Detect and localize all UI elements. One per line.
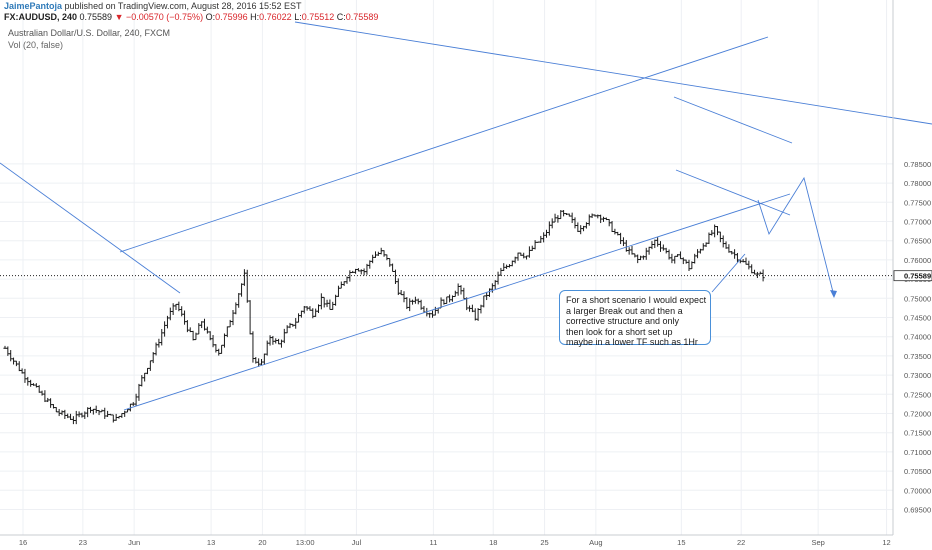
annotation-callout[interactable]: For a short scenario I would expect a la… <box>559 290 711 347</box>
publish-info: published on TradingView.com, August 28,… <box>64 1 302 11</box>
y-tick-label: 0.71500 <box>904 429 931 438</box>
x-tick-label: 22 <box>737 538 745 547</box>
y-tick-label: 0.73000 <box>904 371 931 380</box>
y-tick-label: 0.72000 <box>904 410 931 419</box>
x-tick-label: Jun <box>128 538 140 547</box>
high-value: 0.76022 <box>259 12 292 22</box>
chart-grid <box>0 0 893 535</box>
y-tick-label: 0.73500 <box>904 352 931 361</box>
y-tick-label: 0.69500 <box>904 506 931 515</box>
arrow-head-icon <box>830 290 837 298</box>
y-tick-label: 0.78000 <box>904 179 931 188</box>
y-tick-label: 0.77500 <box>904 198 931 207</box>
x-tick-label: 25 <box>540 538 548 547</box>
y-tick-label: 0.78500 <box>904 160 931 169</box>
annotation-line: then look for a short set up <box>566 326 673 337</box>
ohlc-legend: FX:AUDUSD, 240 0.75589 ▼ −0.00570 (−0.75… <box>4 12 378 23</box>
left-descending-line <box>0 162 181 294</box>
trendline-drawings <box>0 21 932 411</box>
volume-indicator-label[interactable]: Vol (20, false) <box>8 40 64 50</box>
y-tick-label: 0.74000 <box>904 333 931 342</box>
channel-upper-line <box>119 36 769 253</box>
channel-lower-line <box>123 193 791 411</box>
x-tick-label: 12 <box>882 538 890 547</box>
x-tick-label: 13:00 <box>296 538 315 547</box>
x-tick-label: 18 <box>489 538 497 547</box>
y-tick-label: 0.77000 <box>904 218 931 227</box>
annotation-line: For a short scenario I would expect <box>566 295 707 305</box>
x-tick-label: 11 <box>430 538 438 547</box>
close-label: C: <box>336 12 346 22</box>
x-tick-label: Aug <box>589 538 602 547</box>
chart-title: Australian Dollar/U.S. Dollar, 240, FXCM <box>8 28 171 38</box>
x-tick-label: 15 <box>677 538 685 547</box>
ohlc-bars <box>3 210 765 425</box>
long-resistance-line <box>294 21 932 125</box>
current-price-badge <box>893 270 932 282</box>
symbol-label[interactable]: FX:AUDUSD, 240 <box>4 12 78 22</box>
open-label: O: <box>205 12 216 22</box>
x-tick-label: 23 <box>79 538 87 547</box>
low-label: L: <box>294 12 302 22</box>
x-tick-label: 16 <box>19 538 27 547</box>
high-label: H: <box>250 12 260 22</box>
change-value: ▼ −0.00570 (−0.75%) <box>114 12 204 22</box>
y-tick-label: 0.74500 <box>904 314 931 323</box>
y-tick-label: 0.70500 <box>904 467 931 476</box>
wedge-lower-line <box>675 169 791 216</box>
wedge-upper-line <box>673 96 793 144</box>
y-tick-label: 0.70000 <box>904 486 931 495</box>
y-tick-label: 0.71000 <box>904 448 931 457</box>
author-link[interactable]: JaimePantoja <box>4 1 63 11</box>
x-tick-label: 13 <box>207 538 215 547</box>
y-tick-label: 0.75000 <box>904 294 931 303</box>
low-value: 0.75512 <box>301 12 335 22</box>
annotation-line: maybe in a lower TF such as 1Hr <box>566 337 698 347</box>
y-tick-label: 0.72500 <box>904 390 931 399</box>
annotation-line: a larger Break out and then a <box>566 305 683 316</box>
x-tick-label: 20 <box>258 538 266 547</box>
current-price-label: 0.75589 <box>904 272 931 281</box>
open-value: 0.75996 <box>215 12 248 22</box>
publish-header: JaimePantoja published on TradingView.co… <box>4 1 302 12</box>
y-tick-label: 0.76000 <box>904 256 931 265</box>
projected-path <box>757 176 835 297</box>
x-tick-label: Sep <box>811 538 824 547</box>
x-tick-label: Jul <box>352 538 362 547</box>
y-tick-label: 0.76500 <box>904 237 931 246</box>
close-value: 0.75589 <box>345 12 379 22</box>
callout-pointer-line <box>711 253 746 293</box>
last-price: 0.75589 <box>79 12 113 22</box>
annotation-line: corrective structure and only <box>566 316 680 326</box>
